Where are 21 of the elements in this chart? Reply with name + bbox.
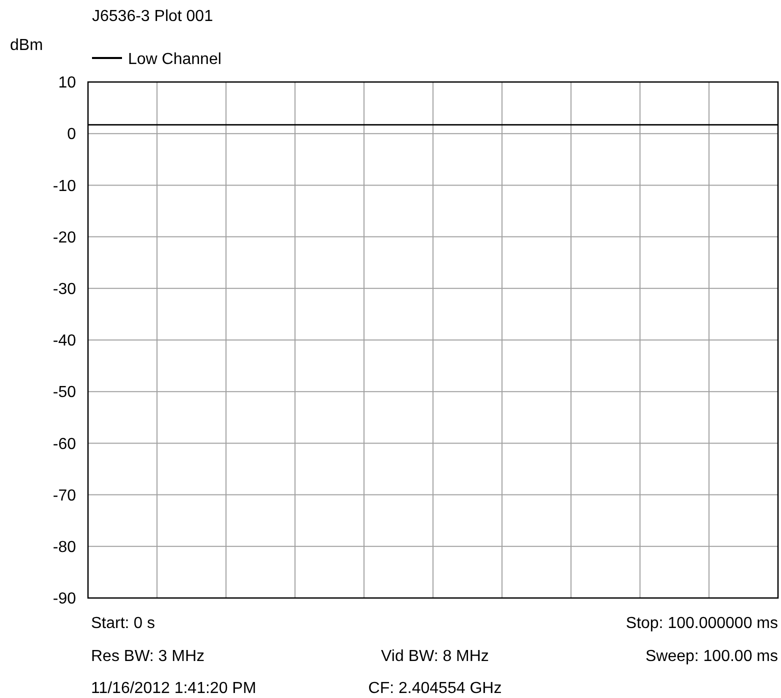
y-axis-title: dBm bbox=[10, 37, 43, 54]
y-tick-label: -10 bbox=[52, 178, 76, 195]
chart-title: J6536-3 Plot 001 bbox=[92, 8, 214, 25]
y-tick-label: -80 bbox=[52, 539, 76, 556]
y-tick-label: -20 bbox=[52, 229, 76, 246]
y-tick-label: 10 bbox=[58, 74, 76, 92]
text: Sweep: 100.00 ms bbox=[645, 648, 778, 665]
text: Start: 0 s bbox=[91, 615, 156, 632]
y-tick-label: -90 bbox=[52, 590, 76, 608]
text: CF: 2.404554 GHz bbox=[368, 680, 502, 697]
legend-label: Low Channel bbox=[128, 51, 222, 68]
y-tick-label: -60 bbox=[52, 436, 76, 453]
y-tick-label: -50 bbox=[52, 384, 76, 402]
y-tick-label: -40 bbox=[52, 332, 76, 350]
y-tick-label: 0 bbox=[67, 126, 76, 144]
y-tick-label: -70 bbox=[52, 487, 76, 504]
text: 11/16/2012 1:41:20 PM bbox=[91, 680, 256, 697]
text: Stop: 100.000000 ms bbox=[626, 615, 778, 632]
text: Vid BW: 8 MHz bbox=[381, 648, 489, 665]
y-tick-label: -30 bbox=[52, 281, 76, 298]
text: Res BW: 3 MHz bbox=[91, 648, 204, 665]
